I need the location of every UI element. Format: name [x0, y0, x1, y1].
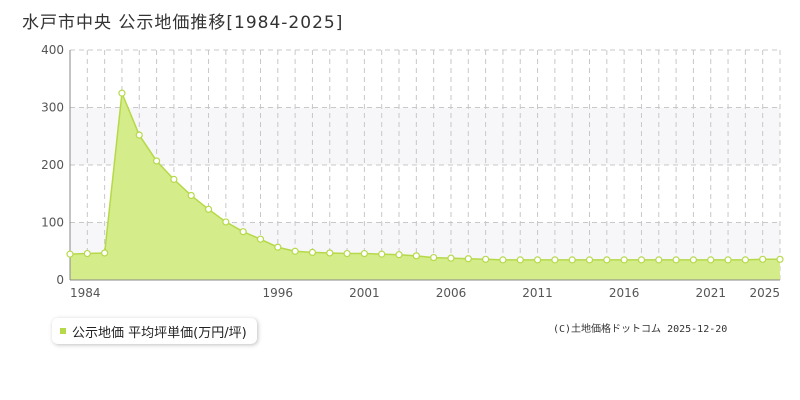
data-point: [655, 256, 663, 264]
data-point: [741, 256, 749, 264]
data-point: [308, 248, 317, 256]
y-tick-label: 0: [56, 273, 64, 287]
data-point: [637, 256, 646, 264]
data-point: [135, 131, 143, 139]
data-point: [101, 249, 109, 257]
data-point: [239, 228, 247, 236]
x-tick-label: 2025: [749, 286, 780, 300]
chart-title: 水戸市中央 公示地価推移[1984-2025]: [22, 13, 344, 33]
y-tick-label: 200: [41, 158, 64, 172]
data-point: [222, 218, 230, 226]
y-tick-label: 400: [41, 43, 64, 57]
x-tick-label: 2021: [695, 286, 726, 300]
legend-label: 公示地価 平均坪単価(万円/坪): [72, 325, 247, 341]
x-tick-label: 2011: [522, 286, 553, 300]
data-point: [256, 235, 265, 243]
legend: 公示地価 平均坪単価(万円/坪): [52, 318, 257, 344]
data-point: [66, 250, 74, 258]
data-point: [274, 243, 282, 251]
x-tick-label: 2006: [436, 286, 467, 300]
data-point: [291, 247, 299, 255]
data-point: [378, 250, 386, 258]
data-point: [412, 252, 420, 260]
data-point: [568, 256, 576, 264]
data-point: [170, 175, 178, 183]
data-point: [395, 251, 403, 259]
data-point: [447, 254, 455, 262]
data-point: [620, 256, 628, 264]
data-point: [360, 249, 368, 258]
data-point: [118, 89, 126, 97]
copyright-text: (C)土地価格ドットコム 2025-12-20: [553, 324, 728, 335]
x-tick-label: 2001: [349, 286, 380, 300]
data-point: [533, 256, 542, 264]
data-point: [551, 256, 559, 264]
data-point: [464, 255, 472, 263]
data-point: [759, 255, 767, 263]
legend-marker: [60, 328, 66, 334]
data-point: [724, 256, 732, 264]
data-point: [430, 253, 438, 262]
data-point: [707, 256, 715, 264]
data-point: [689, 256, 698, 264]
data-point: [776, 255, 784, 263]
data-point: [343, 249, 351, 258]
data-point: [83, 249, 91, 258]
data-point: [152, 157, 161, 165]
data-point: [326, 249, 334, 257]
x-tick-label: 2016: [609, 286, 640, 300]
y-tick-label: 100: [41, 216, 64, 230]
x-tick-label: 1984: [70, 286, 101, 300]
data-point: [482, 255, 490, 263]
data-point: [672, 256, 680, 264]
data-point: [603, 256, 611, 264]
x-tick-label: 1996: [263, 286, 294, 300]
y-tick-label: 300: [41, 101, 64, 115]
data-point: [585, 256, 594, 264]
band-200-300: [70, 107, 780, 165]
data-point: [516, 256, 524, 264]
data-point: [187, 191, 195, 200]
data-point: [204, 205, 213, 213]
data-point: [499, 256, 507, 264]
